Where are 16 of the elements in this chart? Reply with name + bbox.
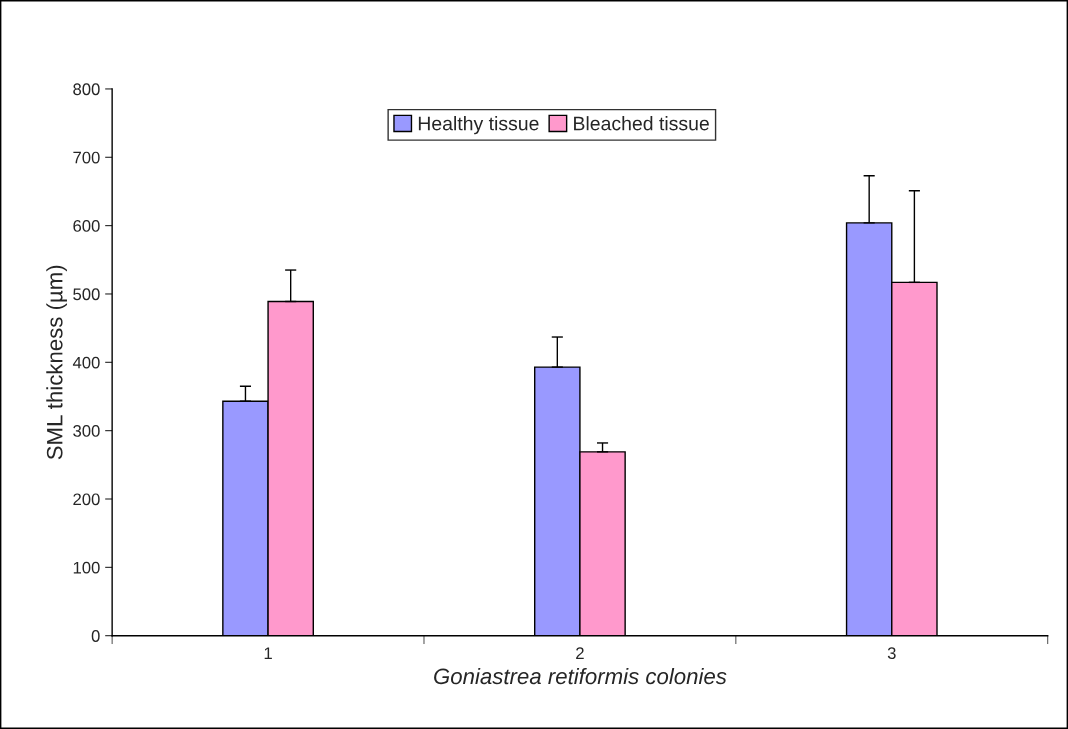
y-tick-label: 500 [73,288,100,301]
y-axis-title: SML thickness (µm) [46,265,67,460]
legend-label: Healthy tissue [418,116,539,135]
x-tick-label: 1 [264,647,272,659]
x-axis-title: Goniastrea retiformis colonies [434,667,727,685]
y-tick-label: 400 [72,356,100,369]
y-tick-label: 200 [73,493,100,506]
y-tick-label: 100 [73,561,100,574]
legend-label: Bleached tissue [574,116,709,131]
y-tick-label: 600 [73,220,100,232]
y-tick-label: 800 [73,83,100,96]
x-tick-label: 2 [576,647,584,659]
y-tick-label: 0 [91,630,100,642]
y-tick-label: 300 [73,425,100,437]
y-tick-label: 700 [73,151,100,164]
x-tick-label: 3 [887,647,896,660]
